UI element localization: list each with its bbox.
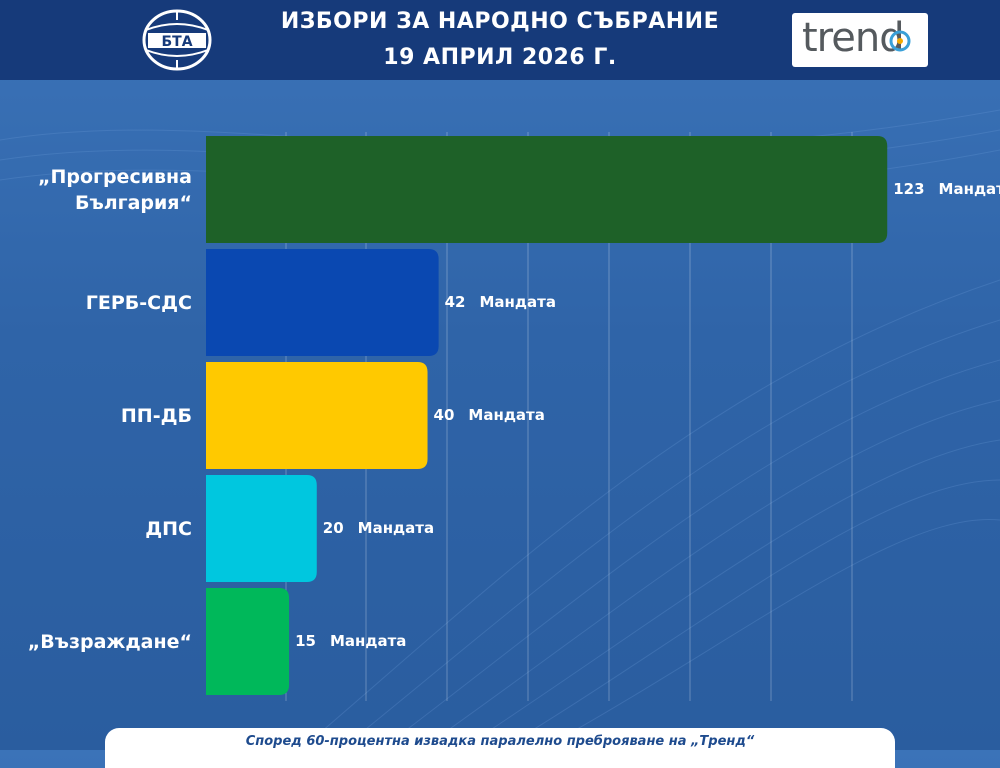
source-footer: Според 60-процентна извадка паралелно пр…: [105, 728, 895, 768]
value-number: 15: [295, 631, 316, 650]
party-label-line: „Възраждане“: [27, 630, 192, 653]
value-suffix: Мандата: [938, 179, 1000, 198]
trend-logo: trend: [792, 13, 928, 67]
bar: [206, 362, 428, 469]
value-label: 123 Мандата: [893, 180, 1000, 198]
value-suffix: Мандата: [468, 405, 545, 424]
value-label: 40 Мандата: [434, 406, 545, 424]
header-bar: БТА ИЗБОРИ ЗА НАРОДНО СЪБРАНИЕ 19 АПРИЛ …: [0, 0, 1000, 80]
bta-logo-text: БТА: [161, 34, 192, 50]
party-label: „Възраждане“: [28, 629, 192, 655]
party-label-line: ГЕРБ-СДС: [85, 291, 192, 314]
value-label: 15 Мандата: [295, 632, 406, 650]
value-number: 40: [433, 405, 455, 424]
party-label: ПП-ДБ: [121, 403, 192, 429]
seat-distribution-chart: [206, 132, 888, 701]
value-suffix: Мандата: [479, 292, 556, 311]
value-suffix: Мандата: [357, 518, 435, 537]
bar: [206, 475, 317, 582]
trend-drop-icon: [889, 30, 911, 52]
value-suffix: Мандата: [329, 631, 407, 650]
trend-logo-text: trend: [802, 15, 905, 61]
value-label: 20 Мандата: [323, 519, 434, 537]
value-number: 123: [893, 179, 925, 198]
source-note: Според 60-процентна извадка паралелно пр…: [245, 734, 755, 749]
bta-logo-icon: БТА: [142, 9, 212, 71]
party-label-line: ПП-ДБ: [120, 404, 192, 427]
page-subtitle-date: 19 АПРИЛ 2026 Г.: [383, 45, 617, 70]
party-label-line: ДПС: [145, 517, 192, 540]
value-label: 42 Мандата: [445, 293, 556, 311]
bar: [206, 588, 290, 695]
page-title: ИЗБОРИ ЗА НАРОДНО СЪБРАНИЕ: [280, 9, 720, 34]
party-label-line: „Прогресивна: [37, 165, 192, 188]
party-label-line: България“: [74, 191, 192, 214]
party-label: ГЕРБ-СДС: [86, 290, 192, 316]
party-label: ДПС: [145, 516, 192, 542]
party-label: „Прогресивна България“: [38, 164, 192, 216]
bar: [206, 136, 888, 243]
value-number: 20: [322, 518, 344, 537]
bar: [206, 249, 439, 356]
value-number: 42: [444, 292, 466, 311]
